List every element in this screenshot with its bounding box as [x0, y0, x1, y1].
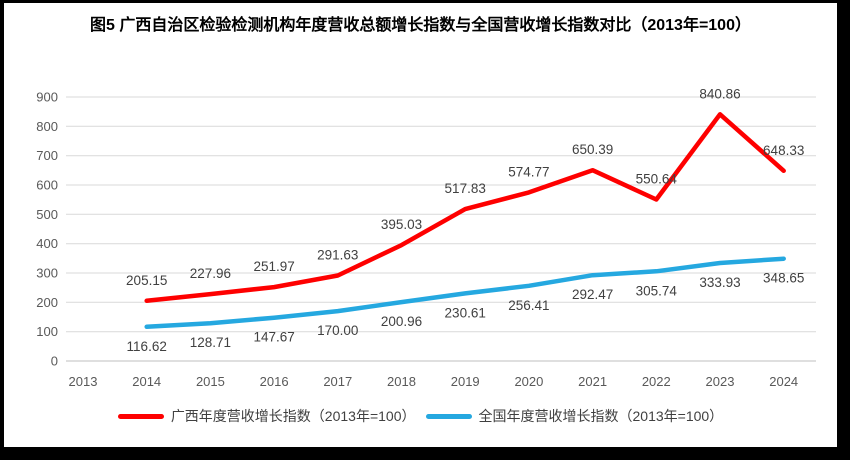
data-label: 333.93	[699, 275, 740, 290]
x-axis-tick-label: 2013	[69, 374, 98, 389]
data-label: 227.96	[190, 266, 231, 281]
x-axis-tick-label: 2022	[642, 374, 671, 389]
data-label: 292.47	[572, 287, 613, 302]
data-label: 170.00	[317, 323, 358, 338]
x-axis-tick-label: 2024	[769, 374, 798, 389]
y-axis-tick-label: 300	[36, 266, 58, 281]
y-axis-tick-label: 700	[36, 148, 58, 163]
y-axis-tick-label: 800	[36, 119, 58, 134]
x-axis-tick-label: 2019	[451, 374, 480, 389]
data-label: 550.64	[636, 172, 678, 187]
x-axis-tick-label: 2017	[323, 374, 352, 389]
series-line-0	[144, 112, 786, 304]
chart-title: 图5 广西自治区检验检测机构年度营收总额增长指数与全国营收增长指数对比（2013…	[90, 17, 751, 34]
x-axis-tick-label: 2016	[260, 374, 289, 389]
data-label: 205.15	[126, 273, 167, 288]
data-label: 230.61	[445, 305, 486, 320]
plot-area: 0 100 200 300 400 500 600 700 800 900 2013 2014 2015…	[36, 86, 816, 389]
data-label: 648.33	[763, 143, 804, 158]
data-label: 251.97	[253, 259, 294, 274]
data-label: 200.96	[381, 314, 422, 329]
legend-item-national: 全国年度营收增长指数（2013年=100）	[425, 406, 724, 426]
data-label: 256.41	[508, 298, 549, 313]
y-axis-tick-label: 0	[51, 354, 58, 369]
y-axis-tick-label: 900	[36, 90, 58, 105]
legend-item-guangxi: 广西年度营收增长指数（2013年=100）	[117, 406, 416, 426]
data-label: 574.77	[508, 164, 549, 179]
series-line-1	[144, 256, 786, 330]
x-axis-tick-label: 2021	[578, 374, 607, 389]
y-axis-tick-label: 200	[36, 295, 58, 310]
data-label: 840.86	[699, 86, 740, 101]
data-label: 147.67	[253, 330, 294, 345]
x-axis-tick-label: 2018	[387, 374, 416, 389]
y-axis-tick-label: 100	[36, 324, 58, 339]
data-label: 517.83	[445, 181, 486, 196]
data-label: 348.65	[763, 271, 804, 286]
y-axis-tick-label: 600	[36, 178, 58, 193]
data-label: 305.74	[636, 283, 678, 298]
x-axis-tick-label: 2020	[514, 374, 543, 389]
x-axis-tick-label: 2014	[132, 374, 161, 389]
legend: 广西年度营收增长指数（2013年=100） 全国年度营收增长指数（2013年=1…	[4, 406, 837, 426]
legend-label-national: 全国年度营收增长指数（2013年=100）	[478, 408, 724, 424]
data-label: 116.62	[127, 339, 167, 354]
legend-swatch-red-line	[117, 413, 164, 419]
x-axis-tick-label: 2023	[706, 374, 735, 389]
data-label: 650.39	[572, 142, 613, 157]
data-label: 128.71	[190, 335, 231, 350]
x-axis-tick-label: 2015	[196, 374, 225, 389]
legend-label-guangxi: 广西年度营收增长指数（2013年=100）	[170, 408, 416, 424]
legend-swatch-blue-line	[425, 413, 472, 419]
data-label: 291.63	[317, 248, 358, 263]
data-label: 395.03	[381, 217, 422, 232]
y-axis-tick-label: 400	[36, 236, 58, 251]
y-axis-tick-label: 500	[36, 207, 58, 222]
